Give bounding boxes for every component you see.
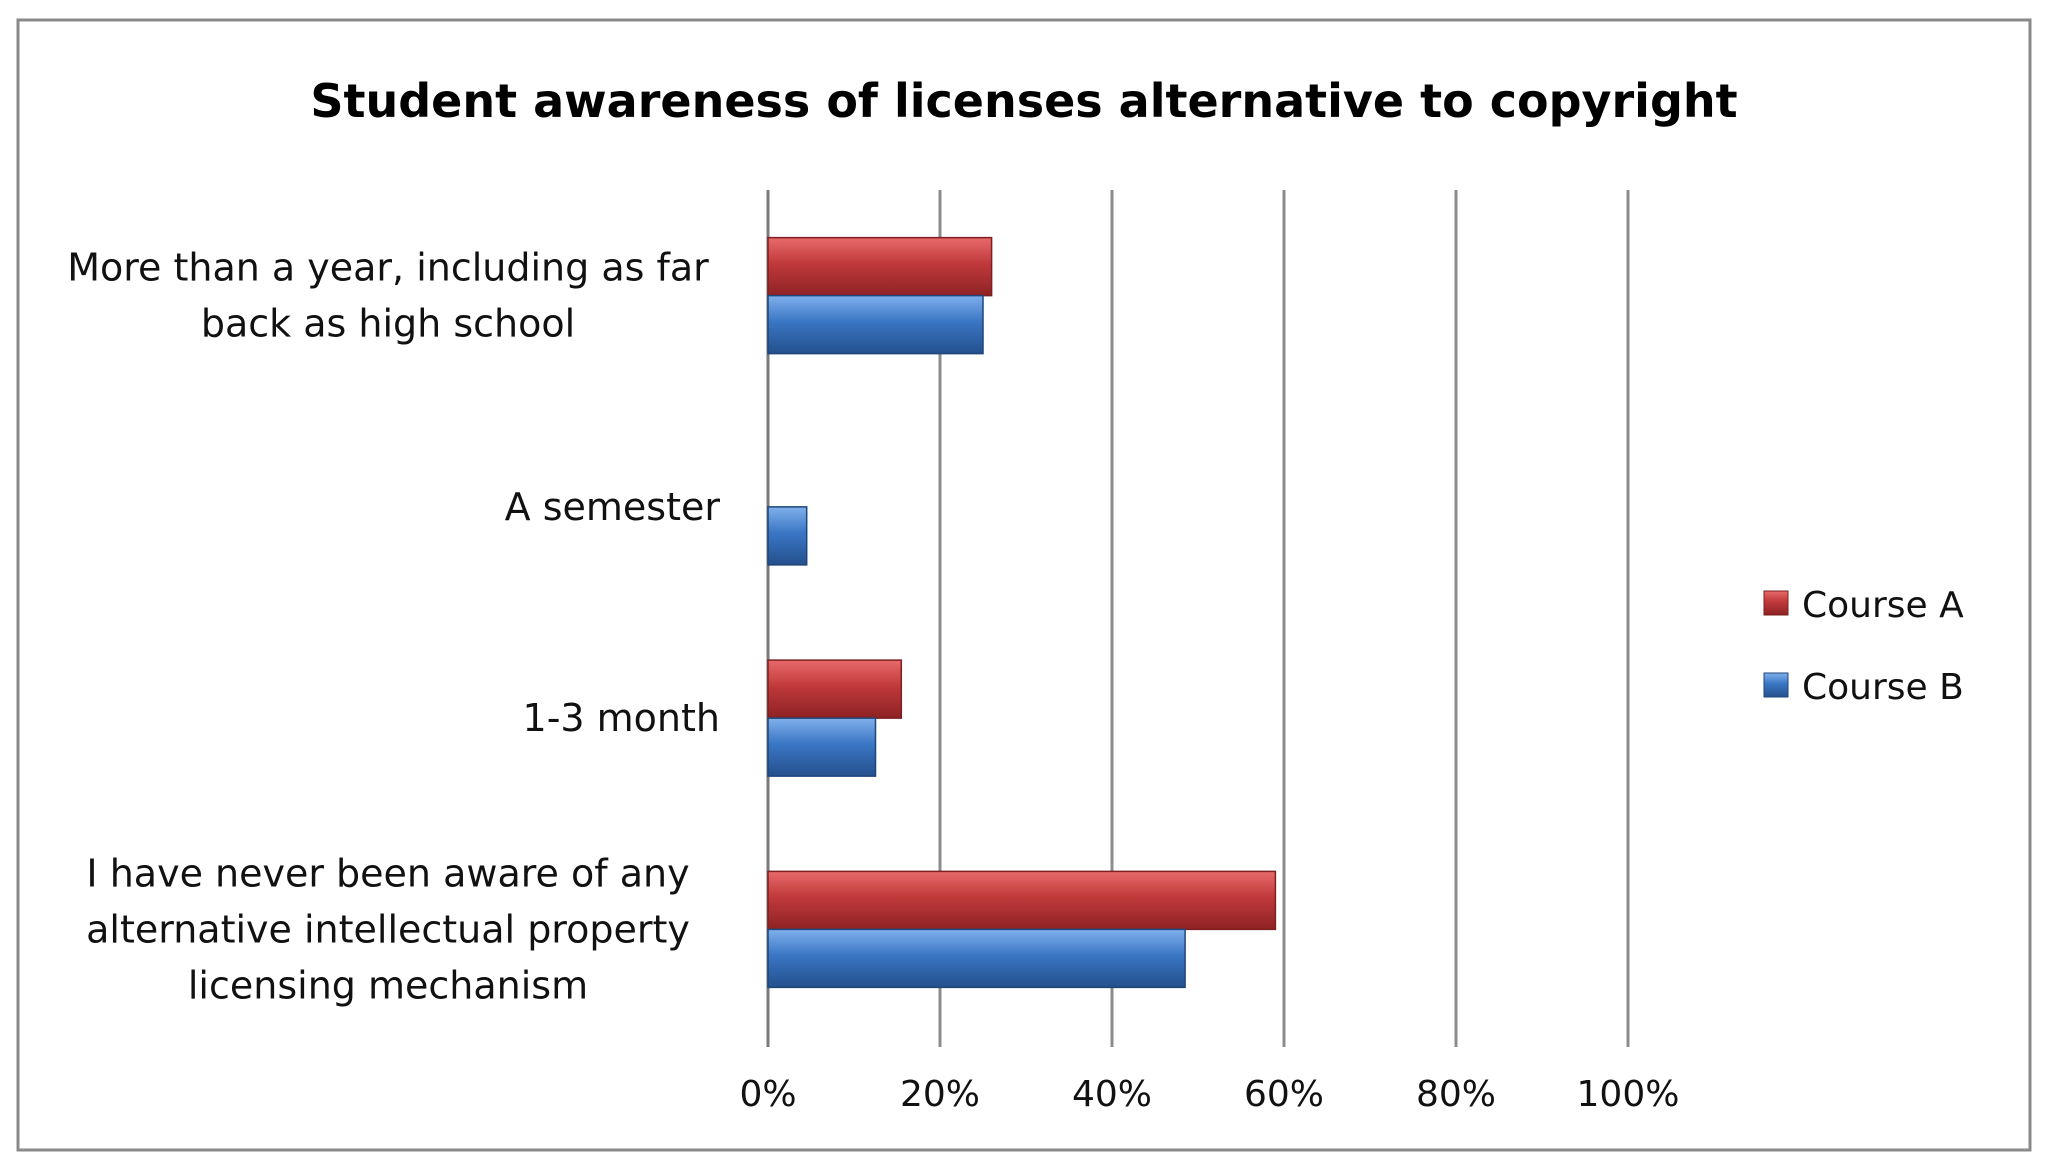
bar-course-a — [767, 659, 903, 719]
legend-swatch — [1763, 672, 1789, 698]
x-tick-label: 0% — [739, 1074, 796, 1115]
bar-course-b — [767, 717, 877, 777]
bar-course-b — [767, 928, 1186, 989]
x-tick-label: 80% — [1416, 1074, 1496, 1115]
x-tick-label: 40% — [1072, 1074, 1152, 1115]
category-label: I have never been aware of any alternativ… — [86, 851, 690, 1007]
legend-swatch — [1763, 590, 1789, 616]
category-label: 1-3 month — [523, 696, 720, 740]
category-label: A semester — [505, 485, 721, 529]
bar-course-b — [767, 506, 808, 566]
legend-label: Course B — [1802, 667, 1964, 708]
bar-course-a — [767, 236, 993, 297]
chart-title: Student awareness of licenses alternativ… — [310, 74, 1737, 128]
legend-label: Course A — [1802, 585, 1964, 626]
bar-course-b — [767, 294, 984, 355]
category-label: More than a year, including as far back a… — [67, 246, 709, 346]
bar-course-a — [767, 870, 1277, 931]
x-tick-label: 20% — [900, 1074, 980, 1115]
x-tick-label: 60% — [1244, 1074, 1324, 1115]
x-tick-label: 100% — [1577, 1074, 1680, 1115]
